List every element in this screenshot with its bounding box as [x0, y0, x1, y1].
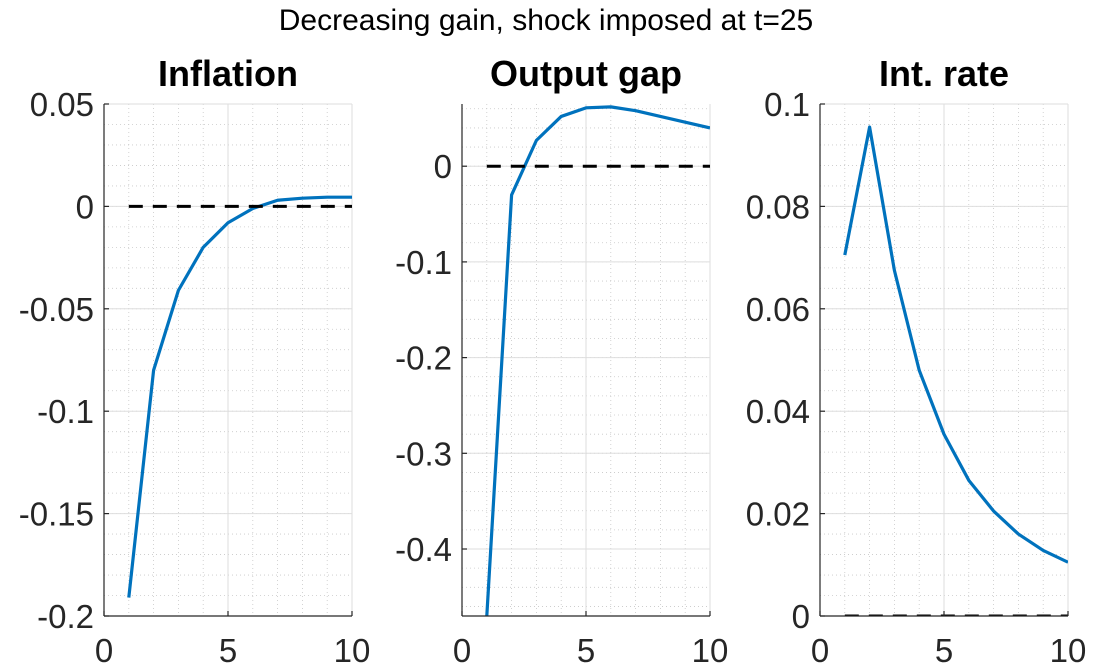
- y-tick-label: 0: [76, 188, 94, 225]
- y-tick-label: 0.08: [746, 188, 810, 225]
- panel-output-gap: 0 5 10 -0.4 -0.3 -0.2 -0.1 0 Output gap: [395, 53, 728, 666]
- y-tick-label: -0.15: [19, 496, 94, 533]
- figure-suptitle: Decreasing gain, shock imposed at t=25: [279, 4, 813, 37]
- y-tick-label: -0.2: [395, 340, 452, 377]
- y-tick-label: 0.04: [746, 393, 810, 430]
- series-line: [843, 125, 1068, 564]
- panel-title: Inflation: [158, 53, 298, 94]
- x-tick-label: 5: [219, 632, 237, 666]
- y-tick-label: -0.3: [395, 435, 452, 472]
- panel-title: Int. rate: [879, 53, 1009, 94]
- y-tick-label: 0: [792, 598, 810, 635]
- y-tick-label: 0.02: [746, 496, 810, 533]
- y-tick-label: -0.2: [37, 598, 94, 635]
- x-tick-label: 0: [811, 632, 829, 666]
- y-tick-label: -0.1: [395, 244, 452, 281]
- x-tick-label: 0: [453, 632, 471, 666]
- y-tick-label: -0.05: [19, 291, 94, 328]
- y-tick-label: 0.05: [30, 86, 94, 123]
- panel-inflation: 0 5 10 -0.2 -0.15 -0.1 -0.05 0 0.05 Inflation: [19, 53, 371, 666]
- x-tick-label: 5: [577, 632, 595, 666]
- x-tick-label: 0: [95, 632, 113, 666]
- series-line: [127, 195, 352, 598]
- y-tick-label: -0.1: [37, 393, 94, 430]
- panel-title: Output gap: [490, 53, 682, 94]
- y-tick-label: 0.06: [746, 291, 810, 328]
- y-tick-label: -0.4: [395, 531, 452, 568]
- y-tick-label: 0: [434, 148, 452, 185]
- panel-int-rate: 0 5 10 0 0.02 0.04 0.06 0.08 0.1 Int. rate: [746, 53, 1087, 666]
- x-tick-label: 5: [935, 632, 953, 666]
- y-tick-label: 0.1: [764, 86, 810, 123]
- x-tick-label: 10: [334, 632, 371, 666]
- x-tick-label: 10: [1050, 632, 1087, 666]
- x-tick-label: 10: [692, 632, 729, 666]
